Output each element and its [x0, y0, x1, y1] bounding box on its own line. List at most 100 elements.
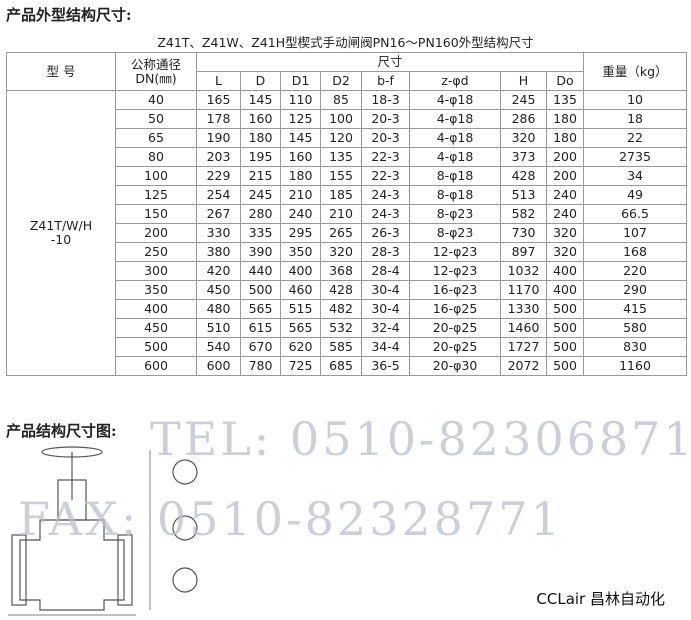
table-cell: 240: [280, 204, 321, 224]
table-cell: 620: [280, 337, 321, 357]
header-cell: 公称通径DN(㎜): [115, 52, 197, 91]
table-row: 80 203 195 160 135 22-3 4-φ18 373 200 2735: [7, 147, 688, 167]
table-cell: 380: [196, 242, 241, 262]
table-cell: 20-3: [361, 128, 410, 148]
table-cell: 40: [115, 90, 197, 110]
table-cell: 280: [240, 204, 281, 224]
table-cell: 254: [196, 185, 241, 205]
table-cell: 10: [583, 90, 688, 110]
table-cell: 1330: [500, 299, 547, 319]
table-cell: 195: [240, 147, 281, 167]
table-cell: 320: [320, 242, 362, 262]
table-cell: 180: [545, 128, 585, 148]
table-cell: 250: [115, 242, 197, 262]
table-cell: 24-3: [361, 204, 410, 224]
table-cell: 1727: [500, 337, 547, 357]
table-cell: 350: [115, 280, 197, 300]
table-cell: 670: [240, 337, 281, 357]
table-cell: 16-φ25: [409, 299, 501, 319]
table-cell: 120: [320, 128, 362, 148]
table-cell: 30-4: [361, 280, 410, 300]
table-row: 150 267 280 240 210 24-3 8-φ23 582 240 66.5: [7, 204, 688, 224]
table-cell: 400: [545, 261, 585, 281]
table-cell: 400: [545, 280, 585, 300]
table-row: 型 号公称通径DN(㎜) 尺寸 重量（kg）: [6, 52, 688, 91]
table-cell: 730: [500, 223, 547, 243]
table-cell: 540: [196, 337, 241, 357]
table-cell: 180: [240, 128, 281, 148]
table-row: 600 600 780 725 685 36-5 20-φ30 2072 500 1160: [7, 356, 688, 376]
table-row: 65 190 180 145 120 20-3 4-φ18 320 180 22: [7, 128, 688, 148]
table-cell: 300: [115, 261, 197, 281]
table-cell: 180: [545, 109, 585, 129]
table-cell: 450: [196, 280, 241, 300]
table-cell: 135: [320, 147, 362, 167]
table-row: 125 254 245 210 185 24-3 8-φ18 513 240 49: [7, 185, 688, 205]
table-cell: 34: [583, 166, 688, 186]
table-cell: 190: [196, 128, 241, 148]
table-cell: 145: [280, 128, 321, 148]
table-cell: 295: [280, 223, 321, 243]
table-cell: 286: [500, 109, 547, 129]
table-cell: 725: [280, 356, 321, 376]
table-cell: 210: [280, 185, 321, 205]
table-cell: 34-4: [361, 337, 410, 357]
table-cell: 16-φ23: [409, 280, 501, 300]
table-cell: 532: [320, 318, 362, 338]
section-title: 产品外型结构尺寸:: [6, 6, 132, 24]
table-cell: 428: [320, 280, 362, 300]
table-cell: 24-3: [361, 185, 410, 205]
table-cell: 1460: [500, 318, 547, 338]
table-cell: 20-3: [361, 109, 410, 129]
table-cell: 12-φ23: [409, 242, 501, 262]
table-cell: 220: [583, 261, 688, 281]
table-cell: 245: [500, 90, 547, 110]
table-cell: 107: [583, 223, 688, 243]
table-cell: 125: [115, 185, 197, 205]
dimension-table: 型 号公称通径DN(㎜) 尺寸 重量（kg） L D D1 D2 b-f z-φd H Do Z41T…: [6, 52, 688, 376]
table-cell: 110: [280, 90, 321, 110]
table-cell: 4-φ18: [409, 90, 501, 110]
table-cell: 26-3: [361, 223, 410, 243]
section-title: 产品结构尺寸图:: [6, 422, 117, 440]
table-cell: 215: [240, 166, 281, 186]
table-cell: 20-φ25: [409, 318, 501, 338]
table-cell: 420: [196, 261, 241, 281]
header-cell: 重量（kg）: [583, 52, 688, 91]
table-row: 350 450 500 460 428 30-4 16-φ23 1170 400 290: [7, 280, 688, 300]
table-cell: 32-4: [361, 318, 410, 338]
table-cell: 1170: [500, 280, 547, 300]
table-cell: 20-φ30: [409, 356, 501, 376]
table-cell: 400: [280, 261, 321, 281]
table-cell: 2735: [583, 147, 688, 167]
table-cell: 160: [280, 147, 321, 167]
table-cell: 165: [196, 90, 241, 110]
table-cell: 8-φ23: [409, 204, 501, 224]
table-cell: 460: [280, 280, 321, 300]
table-cell: 20-φ25: [409, 337, 501, 357]
header-cell: L: [196, 71, 241, 91]
table-cell: 135: [545, 90, 585, 110]
table-cell: 200: [545, 147, 585, 167]
table-cell: 500: [115, 337, 197, 357]
table-caption: Z41T、Z41W、Z41H型楔式手动闸阀PN16～PN160外型结构尺寸: [157, 35, 534, 50]
table-cell: 4-φ18: [409, 128, 501, 148]
table-cell: 155: [320, 166, 362, 186]
header-cell: D: [240, 71, 281, 91]
header-cell: 尺寸: [195, 52, 585, 72]
table-cell: 1160: [583, 356, 688, 376]
table-cell: 18: [583, 109, 688, 129]
table-cell: 350: [280, 242, 321, 262]
table-cell: 615: [240, 318, 281, 338]
watermark-fax: FAX: 0510-82328771: [18, 492, 563, 546]
table-cell: 565: [280, 318, 321, 338]
table-cell: 168: [583, 242, 688, 262]
table-cell: 28-4: [361, 261, 410, 281]
table-cell: 200: [545, 166, 585, 186]
table-cell: 4-φ18: [409, 147, 501, 167]
table-cell: 400: [115, 299, 197, 319]
table-cell: 8-φ18: [409, 185, 501, 205]
table-cell: 480: [196, 299, 241, 319]
table-cell: 85: [320, 90, 362, 110]
table-cell: 65: [115, 128, 197, 148]
